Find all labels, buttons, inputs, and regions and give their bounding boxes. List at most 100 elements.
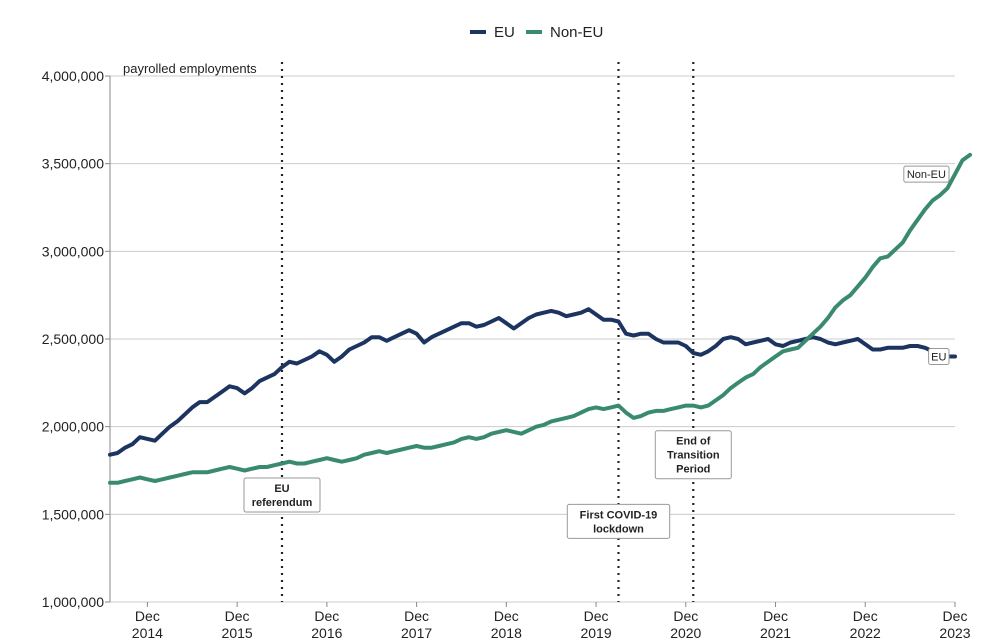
data-point xyxy=(131,478,134,481)
data-point xyxy=(325,353,329,356)
data-point xyxy=(789,341,792,344)
data-point xyxy=(460,437,463,441)
data-point xyxy=(475,325,478,328)
data-point xyxy=(677,341,680,344)
data-point xyxy=(931,199,934,202)
data-point xyxy=(452,441,456,444)
data-point xyxy=(138,436,142,439)
data-point xyxy=(662,341,665,344)
data-point xyxy=(684,404,687,407)
data-point xyxy=(228,465,231,469)
data-point xyxy=(138,476,142,479)
data-point xyxy=(108,481,112,484)
data-point xyxy=(654,409,658,413)
x-tick-label-month: Dec xyxy=(853,608,878,624)
data-point xyxy=(946,187,949,190)
data-point xyxy=(445,443,448,446)
data-point xyxy=(280,365,284,369)
data-point xyxy=(430,446,433,449)
data-point xyxy=(744,376,747,379)
event-label-text: First COVID-19 xyxy=(580,509,658,521)
data-point xyxy=(303,462,306,465)
x-tick-label-month: Dec xyxy=(673,608,698,624)
data-point xyxy=(617,320,620,323)
data-point xyxy=(228,385,231,388)
data-point xyxy=(258,379,261,383)
data-point xyxy=(437,332,441,335)
data-point xyxy=(841,299,844,302)
data-point xyxy=(826,316,830,320)
series-end-label-eu: EU xyxy=(931,352,946,364)
data-point xyxy=(191,471,194,474)
data-point xyxy=(206,400,209,404)
event-markers: EU referendum First COVID-19 lockdown End of… xyxy=(243,62,732,602)
x-tick-label-month: Dec xyxy=(404,608,429,624)
data-point xyxy=(565,315,568,318)
data-point xyxy=(505,322,508,325)
data-point xyxy=(370,451,373,455)
data-point xyxy=(759,339,762,342)
data-point xyxy=(908,344,912,348)
x-tick-label-year: 2021 xyxy=(760,625,791,641)
data-point xyxy=(901,346,904,349)
data-point xyxy=(512,430,515,434)
data-point xyxy=(333,360,336,363)
data-point xyxy=(849,339,852,342)
data-point xyxy=(796,339,800,342)
data-point xyxy=(923,346,927,349)
event-label-box xyxy=(243,477,321,513)
data-point xyxy=(206,471,209,474)
data-point xyxy=(647,332,650,335)
data-point xyxy=(415,332,418,335)
data-point xyxy=(535,313,538,316)
data-point xyxy=(520,322,523,325)
data-point xyxy=(953,355,957,358)
data-point xyxy=(550,420,553,423)
data-point xyxy=(176,420,179,423)
data-point xyxy=(527,429,530,432)
data-point xyxy=(707,404,710,407)
data-point xyxy=(789,348,792,351)
data-point xyxy=(923,208,927,211)
data-point xyxy=(340,355,343,358)
data-point xyxy=(146,478,149,481)
legend: EU Non-EU xyxy=(470,24,603,41)
data-point xyxy=(430,336,433,339)
data-point xyxy=(415,444,418,448)
data-point xyxy=(684,344,687,348)
event-label-text: referendum xyxy=(252,497,313,509)
data-point xyxy=(161,478,164,481)
data-point xyxy=(565,416,568,420)
data-point xyxy=(146,437,149,441)
data-point xyxy=(452,325,456,328)
event-label-box xyxy=(566,503,671,539)
data-point xyxy=(550,309,553,313)
event-label-text: Period xyxy=(676,464,710,476)
data-point xyxy=(527,316,530,320)
x-tick-label-month: Dec xyxy=(943,608,968,624)
data-point xyxy=(849,294,852,297)
data-point xyxy=(437,444,441,448)
data-point xyxy=(781,350,785,353)
data-point xyxy=(774,355,777,358)
data-point xyxy=(243,392,246,395)
data-point xyxy=(153,439,157,442)
data-point xyxy=(751,372,755,376)
data-point xyxy=(916,218,919,221)
data-point xyxy=(407,329,411,332)
data-point xyxy=(108,453,112,456)
data-point xyxy=(235,386,239,390)
data-point xyxy=(736,381,740,384)
data-point xyxy=(834,306,837,309)
data-point xyxy=(393,336,396,339)
legend-label-eu: EU xyxy=(494,24,515,41)
series-end-label-box xyxy=(903,165,950,183)
data-point xyxy=(310,355,314,358)
event-label-text: lockdown xyxy=(593,523,644,535)
data-point xyxy=(707,350,710,353)
data-point xyxy=(894,346,897,349)
data-point xyxy=(729,336,732,339)
data-point xyxy=(176,474,179,477)
data-point xyxy=(490,432,493,435)
data-point xyxy=(183,413,186,416)
